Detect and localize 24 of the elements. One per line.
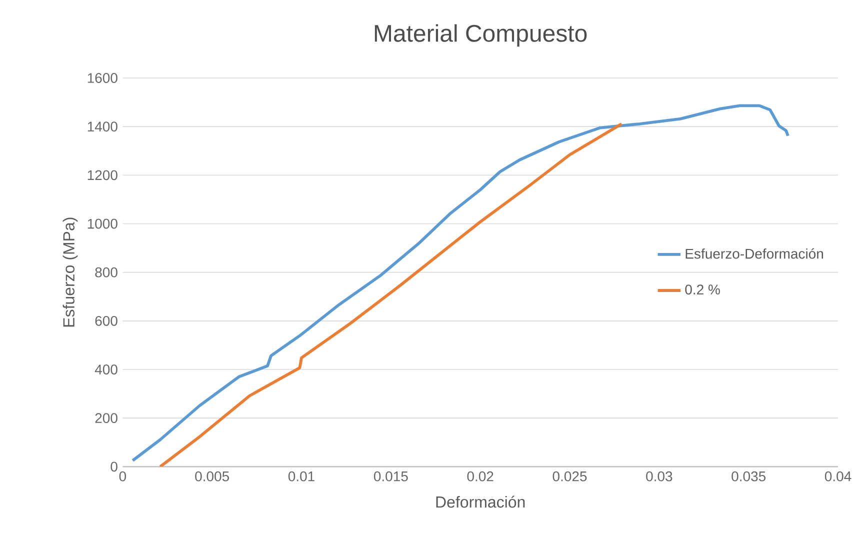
y-tick-label: 1000 <box>88 218 118 229</box>
x-tick-label: 0.03 <box>646 471 672 482</box>
x-tick-label: 0.005 <box>195 471 230 482</box>
legend-label: 0.2 % <box>685 284 720 295</box>
line-series <box>158 122 624 467</box>
x-tick-label: 0.01 <box>288 471 314 482</box>
y-tick-label: 200 <box>95 413 118 424</box>
y-axis-title: Esfuerzo (MPa) <box>62 218 78 327</box>
x-tick-label: 0.025 <box>552 471 587 482</box>
y-tick-label: 0 <box>110 462 118 472</box>
x-tick-label: 0.035 <box>732 471 766 482</box>
y-tick-label: 800 <box>95 267 118 278</box>
legend-label: Esfuerzo-Deformación <box>686 248 824 259</box>
y-tick-label: 1200 <box>88 170 118 180</box>
y-tick-label: 1400 <box>88 122 118 132</box>
x-tick-label: 0.02 <box>467 471 494 482</box>
x-tick-label: 0.04 <box>824 471 852 482</box>
y-tick-label: 600 <box>95 316 118 326</box>
y-tick-label: 1600 <box>88 73 118 83</box>
x-axis-title: Deformación <box>436 496 525 508</box>
x-tick-label: 0 <box>119 471 126 482</box>
y-tick-label: 400 <box>94 364 118 374</box>
chart-title: Material Compuesto <box>374 24 587 47</box>
x-tick-label: 0.015 <box>374 471 408 482</box>
